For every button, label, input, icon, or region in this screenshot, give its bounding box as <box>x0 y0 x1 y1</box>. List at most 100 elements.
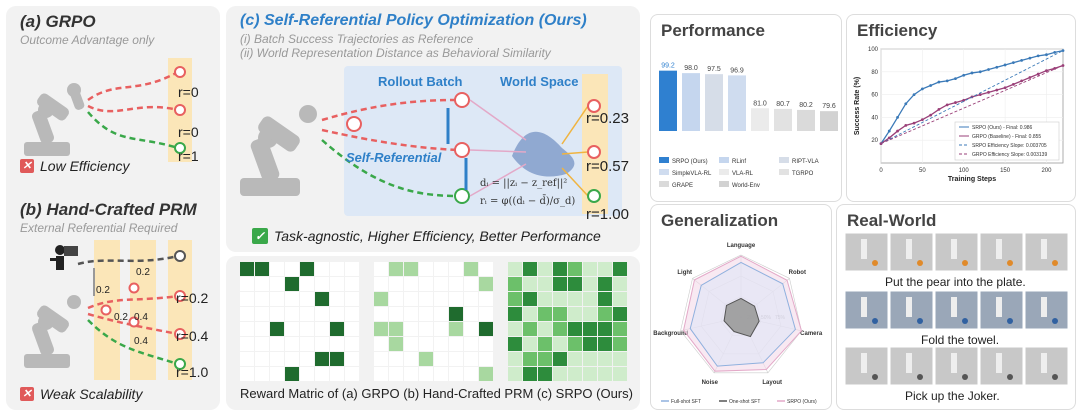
efficiency-legend-label: GRPO (Baseline) - Final: 0.855 <box>972 134 1041 140</box>
performance-title: Performance <box>661 21 765 40</box>
matrix-cell <box>315 262 329 276</box>
cross-icon: ✕ <box>20 159 34 173</box>
matrix-cell <box>240 277 254 291</box>
efficiency-point <box>1061 49 1065 52</box>
grpo-title: (a) GRPO <box>20 12 96 31</box>
efficiency-point <box>1003 63 1007 67</box>
matrix-cell <box>300 277 314 291</box>
object-icon <box>872 260 878 266</box>
matrix-cell <box>583 292 597 306</box>
matrix-cell <box>464 337 478 351</box>
perf-bar <box>705 74 723 131</box>
realworld-caption-2: Fold the towel. <box>921 333 1000 347</box>
matrix-cell <box>374 277 388 291</box>
generalization-chart: Language Robot Camera Layout Noise Background… <box>653 243 823 405</box>
efficiency-xtick: 150 <box>1000 168 1011 174</box>
prm-subtitle: External Referential Required <box>20 221 178 235</box>
prm-warning-text: Weak Scalability <box>40 386 143 402</box>
matrix-cell <box>553 292 567 306</box>
matrix-cell <box>538 307 552 321</box>
matrix-cell <box>330 337 344 351</box>
matrix-cell <box>255 352 269 366</box>
efficiency-point <box>1020 59 1024 62</box>
perf-bar-label: 96.9 <box>730 67 744 74</box>
matrix-cell <box>404 307 418 321</box>
radar-axis-label: Light <box>677 270 692 276</box>
perf-legend-label: GRAPE <box>672 183 693 189</box>
matrix-cell <box>553 322 567 336</box>
matrix-cell <box>389 307 403 321</box>
matrix-cell <box>374 367 388 381</box>
matrix-cell <box>345 337 359 351</box>
object-icon <box>1052 318 1058 324</box>
efficiency-point <box>962 98 966 102</box>
efficiency-point <box>1036 54 1040 58</box>
object-icon <box>917 260 923 266</box>
robot-arm-icon <box>996 239 1002 259</box>
matrix-cell <box>449 352 463 366</box>
prm-step-label-5: 0.4 <box>134 336 148 347</box>
efficiency-xtick: 50 <box>919 168 926 174</box>
matrix-cell <box>240 307 254 321</box>
radar-legend-label: Full-shot SFT <box>671 399 701 405</box>
matrix-caption: Reward Matric of (a) GRPO (b) Hand-Craft… <box>240 386 633 401</box>
matrix-cell <box>508 262 522 276</box>
matrix-cell <box>345 262 359 276</box>
realworld-caption-1: Put the pear into the plate. <box>885 275 1026 289</box>
matrix-cell <box>389 292 403 306</box>
matrix-cell <box>434 292 448 306</box>
matrix-cell <box>449 277 463 291</box>
matrix-cell <box>598 307 612 321</box>
object-icon <box>917 318 923 324</box>
matrix-cell <box>374 337 388 351</box>
matrix-cell <box>255 262 269 276</box>
perf-legend-swatch <box>659 181 669 187</box>
matrix-cell <box>330 277 344 291</box>
efficiency-legend-label: SRPO (Ours) - Final: 0.986 <box>972 125 1033 131</box>
matrix-cell <box>583 367 597 381</box>
matrix-cell <box>389 337 403 351</box>
perf-legend-swatch <box>659 169 669 175</box>
matrix-cell <box>330 322 344 336</box>
matrix-cell <box>598 262 612 276</box>
matrix-cell <box>300 262 314 276</box>
efficiency-xtick: 0 <box>879 168 883 174</box>
srpo-check-text: Task-agnostic, Higher Efficiency, Better… <box>274 228 601 244</box>
perf-bar <box>774 108 792 131</box>
efficiency-point <box>995 65 999 69</box>
perf-bar-label: 79.6 <box>822 103 836 110</box>
matrix-cell <box>419 337 433 351</box>
matrix-cell <box>464 307 478 321</box>
matrix-cell <box>583 322 597 336</box>
perf-legend-label: SRPO (Ours) <box>672 159 708 165</box>
node-start <box>346 116 362 132</box>
matrix-cell <box>270 352 284 366</box>
matrix-cell <box>434 367 448 381</box>
efficiency-title: Efficiency <box>857 21 938 40</box>
matrix-cell <box>464 292 478 306</box>
srpo-reward-3: r=1.00 <box>586 206 629 223</box>
matrix-cell <box>419 307 433 321</box>
prm-reward-1: r=0.2 <box>176 290 209 306</box>
human-annotator-icon <box>50 245 78 270</box>
object-icon <box>962 260 968 266</box>
perf-bar-label: 80.7 <box>776 101 790 108</box>
perf-legend-swatch <box>719 157 729 163</box>
matrix-cell <box>523 367 537 381</box>
radar-series <box>723 297 760 338</box>
realworld-caption-3: Pick up the Joker. <box>905 389 1000 403</box>
matrix-cell <box>464 352 478 366</box>
efficiency-point <box>987 90 990 94</box>
world-space-surface <box>512 131 575 177</box>
prm-step-label-1: 0.2 <box>136 267 150 278</box>
matrix-cell <box>240 367 254 381</box>
matrix-cell <box>374 352 388 366</box>
prm-reward-3: r=1.0 <box>176 364 209 380</box>
srpo-trajectory-success <box>321 139 459 198</box>
matrix-cell <box>464 322 478 336</box>
perf-bar-label: 99.2 <box>661 63 675 70</box>
matrix-cell <box>508 337 522 351</box>
matrix-cell <box>479 262 493 276</box>
matrix-cell <box>449 337 463 351</box>
efficiency-point <box>1045 53 1048 57</box>
